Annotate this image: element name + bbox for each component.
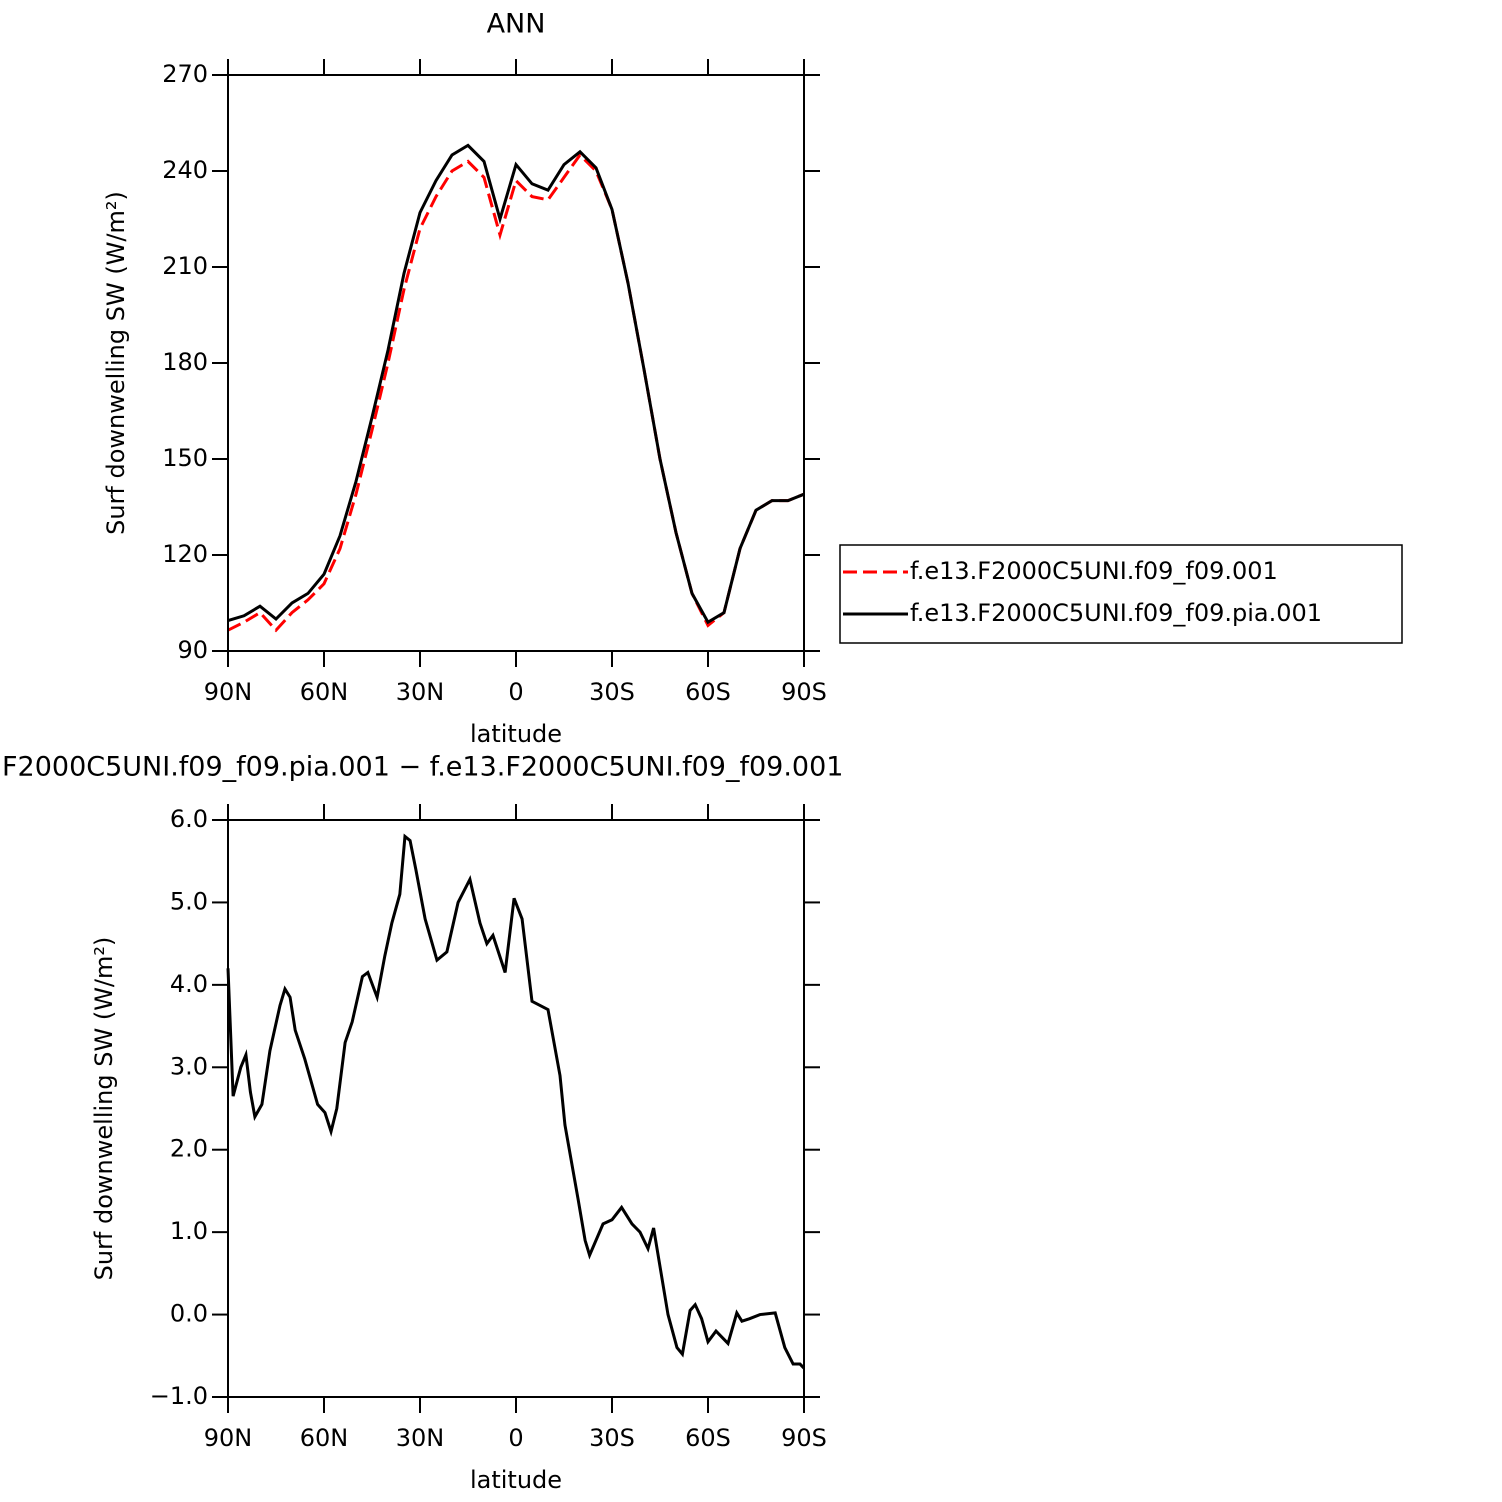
plot-frame bbox=[227, 74, 805, 652]
y-axis-label: Surf downwelling SW (W/m²) bbox=[90, 937, 118, 1281]
x-axis-label: latitude bbox=[470, 1466, 562, 1494]
y-tick-label: 2.0 bbox=[170, 1135, 208, 1163]
x-tick-label: 0 bbox=[508, 1424, 523, 1452]
x-tick-label: 60S bbox=[685, 678, 731, 706]
data-line bbox=[227, 143, 805, 625]
chart-title: F2000C5UNI.f09_f09.pia.001 − f.e13.F2000… bbox=[2, 752, 843, 783]
x-tick-label: 0 bbox=[508, 678, 523, 706]
x-tick-label: 30N bbox=[396, 678, 445, 706]
x-tick-label: 30S bbox=[589, 678, 635, 706]
chart-title: ANN bbox=[487, 9, 546, 40]
y-tick-label: 150 bbox=[162, 444, 208, 472]
data-line bbox=[226, 833, 806, 1370]
x-tick-label: 90N bbox=[204, 678, 253, 706]
y-tick-label: 4.0 bbox=[170, 970, 208, 998]
legend-label: f.e13.F2000C5UNI.f09_f09.pia.001 bbox=[910, 599, 1322, 627]
x-tick-label: 60N bbox=[300, 678, 349, 706]
y-tick-label: 240 bbox=[162, 156, 208, 184]
x-tick-label: 90S bbox=[781, 1424, 827, 1452]
y-tick-label: 6.0 bbox=[170, 805, 208, 833]
y-tick-label: 5.0 bbox=[170, 887, 208, 915]
legend-label: f.e13.F2000C5UNI.f09_f09.001 bbox=[910, 557, 1278, 585]
data-line bbox=[227, 152, 805, 633]
y-tick-label: 0.0 bbox=[170, 1300, 208, 1328]
y-tick-label: 180 bbox=[162, 348, 208, 376]
plot-frame bbox=[227, 819, 805, 1398]
y-tick-label: 3.0 bbox=[170, 1052, 208, 1080]
x-tick-label: 30S bbox=[589, 1424, 635, 1452]
x-tick-label: 60N bbox=[300, 1424, 349, 1452]
y-tick-label: 90 bbox=[177, 636, 208, 664]
x-tick-label: 60S bbox=[685, 1424, 731, 1452]
y-tick-label: 1.0 bbox=[170, 1217, 208, 1245]
x-tick-label: 30N bbox=[396, 1424, 445, 1452]
y-axis-label: Surf downwelling SW (W/m²) bbox=[102, 191, 130, 535]
x-tick-label: 90S bbox=[781, 678, 827, 706]
x-tick-label: 90N bbox=[204, 1424, 253, 1452]
x-axis-label: latitude bbox=[470, 720, 562, 748]
y-tick-label: 210 bbox=[162, 252, 208, 280]
y-tick-label: −1.0 bbox=[150, 1382, 208, 1410]
y-tick-label: 120 bbox=[162, 540, 208, 568]
legend-box bbox=[839, 544, 1403, 644]
y-tick-label: 270 bbox=[162, 60, 208, 88]
